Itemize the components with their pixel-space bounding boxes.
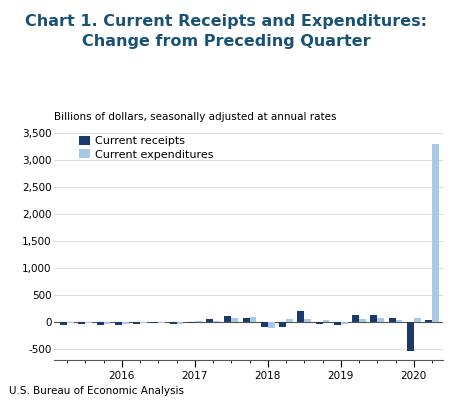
Bar	[351, 315, 358, 322]
Bar	[231, 318, 238, 322]
Bar	[278, 322, 285, 326]
Bar	[260, 322, 267, 327]
Bar	[297, 312, 304, 322]
Bar	[121, 322, 129, 324]
Bar	[151, 322, 158, 323]
Bar	[224, 316, 231, 322]
Bar	[388, 318, 395, 322]
Bar	[285, 319, 292, 322]
Bar	[315, 322, 322, 324]
Bar	[333, 322, 340, 325]
Text: Chart 1. Current Receipts and Expenditures:: Chart 1. Current Receipts and Expenditur…	[25, 14, 426, 29]
Bar	[395, 320, 401, 322]
Bar	[188, 322, 194, 323]
Text: Billions of dollars, seasonally adjusted at annual rates: Billions of dollars, seasonally adjusted…	[54, 112, 336, 122]
Bar	[431, 144, 438, 322]
Bar	[103, 322, 110, 324]
Bar	[78, 322, 85, 324]
Bar	[140, 322, 147, 323]
Bar	[212, 321, 220, 322]
Legend: Current receipts, Current expenditures: Current receipts, Current expenditures	[79, 136, 213, 160]
Bar	[249, 317, 256, 322]
Bar	[424, 320, 431, 322]
Bar	[97, 322, 103, 325]
Bar	[267, 322, 274, 328]
Bar	[377, 318, 383, 322]
Text: U.S. Bureau of Economic Analysis: U.S. Bureau of Economic Analysis	[9, 386, 184, 396]
Text: Change from Preceding Quarter: Change from Preceding Quarter	[82, 34, 369, 49]
Bar	[85, 322, 92, 323]
Bar	[304, 319, 310, 322]
Bar	[115, 322, 121, 325]
Bar	[194, 321, 201, 322]
Bar	[133, 322, 140, 324]
Bar	[206, 319, 212, 322]
Bar	[67, 322, 74, 323]
Bar	[158, 322, 165, 323]
Bar	[340, 322, 347, 324]
Bar	[406, 322, 413, 351]
Bar	[413, 318, 420, 322]
Bar	[242, 318, 249, 322]
Bar	[169, 322, 176, 324]
Bar	[60, 322, 67, 326]
Bar	[322, 320, 329, 322]
Bar	[176, 322, 183, 324]
Bar	[358, 319, 365, 322]
Bar	[369, 315, 377, 322]
